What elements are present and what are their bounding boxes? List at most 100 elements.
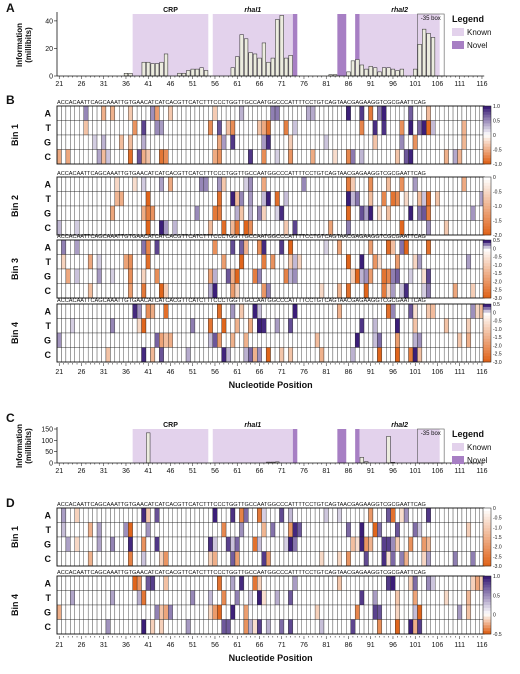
heat-cell [230,347,236,363]
heat-cell [337,205,342,221]
heat-cell [92,191,98,207]
heat-cell [61,239,67,255]
heat-cell [292,283,298,299]
heat-cell [306,149,311,165]
heat-cell [439,220,445,236]
scale-step [483,208,491,213]
y-axis-title-units: (millibits) [24,27,33,63]
region-rhaI2 [359,429,440,463]
heat-cell [288,254,294,270]
heat-cell [217,604,222,620]
heat-cell [439,205,445,221]
heat-cell [363,575,369,591]
heat-cell [92,332,98,348]
heat-cell [79,105,84,121]
heat-cell [176,105,182,121]
heat-cell [301,522,307,538]
heat-cell [101,239,107,255]
heat-cell [452,205,458,221]
heat-cell [234,303,240,319]
heat-cell [301,191,307,207]
heat-cell [283,347,289,363]
heat-cell [399,105,405,121]
heat-cell [159,551,164,567]
minus35-box-label: -35 box [421,431,441,437]
heat-cell [168,105,173,121]
heat-cell [279,347,285,363]
heat-cell [168,120,173,136]
heat-cell [283,176,289,192]
heat-cell [292,332,298,348]
heat-cell [390,575,396,591]
heat-cell [181,303,187,319]
heat-cell [87,239,93,255]
heat-cell [292,619,298,635]
heat-cell [221,303,227,319]
heat-cell [341,575,347,591]
heat-cell [212,303,218,319]
heat-cell [234,347,240,363]
heat-cell [208,507,213,523]
heat-cell [421,522,427,538]
heat-cell [87,283,93,299]
heat-cell [185,575,191,591]
heat-cell [132,134,138,150]
heat-cell [92,575,98,591]
scale-step [483,283,491,287]
heat-cell [159,134,164,150]
heat-cell [310,507,316,523]
heat-cell [212,575,218,591]
heat-cell [234,254,240,270]
heat-cell [65,176,71,192]
scale-step [483,140,491,144]
heat-cell [79,149,84,165]
heat-cell [114,283,120,299]
heat-cell [314,604,320,620]
heat-cell [323,522,329,538]
heat-cell [230,205,236,221]
heat-cell [128,522,133,538]
heat-cell [74,105,80,121]
heat-cell [430,239,436,255]
scale-step [483,333,491,337]
heat-cell [212,205,218,221]
bar-pos-69 [270,57,275,77]
heat-cell [412,239,418,255]
heat-cell [87,149,93,165]
heat-cell [154,332,160,348]
heat-cell [110,205,116,221]
heat-cell [110,254,116,270]
heat-cell [457,619,463,635]
x-tick-label: 61 [233,369,241,376]
heat-cell [417,191,423,207]
heat-cell [279,536,285,552]
heat-cell [306,318,311,334]
heat-cell [61,134,67,150]
heat-cell [70,522,75,538]
heat-cell [372,149,378,165]
scale-step [483,625,491,629]
heat-cell [212,507,218,523]
heat-cell [314,522,320,538]
heat-cell [163,604,169,620]
heat-cell [306,105,311,121]
heat-cell [194,575,200,591]
heat-cell [163,120,169,136]
heat-cell [310,220,316,236]
heat-cell [466,205,472,221]
y-tick-label: 20 [45,46,53,53]
heat-cell [234,551,240,567]
heat-cell [203,303,209,319]
heat-cell [301,176,307,192]
scale-tick-label: 0.5 [493,593,500,599]
heat-cell [301,604,307,620]
heat-cell [185,590,191,606]
heat-cell [443,239,449,255]
heat-cell [123,134,129,150]
heat-cell [439,604,445,620]
heat-cell [457,220,463,236]
heat-cell [119,283,124,299]
heat-cell [306,619,311,635]
heat-cell [79,619,84,635]
heat-cell [323,176,329,192]
